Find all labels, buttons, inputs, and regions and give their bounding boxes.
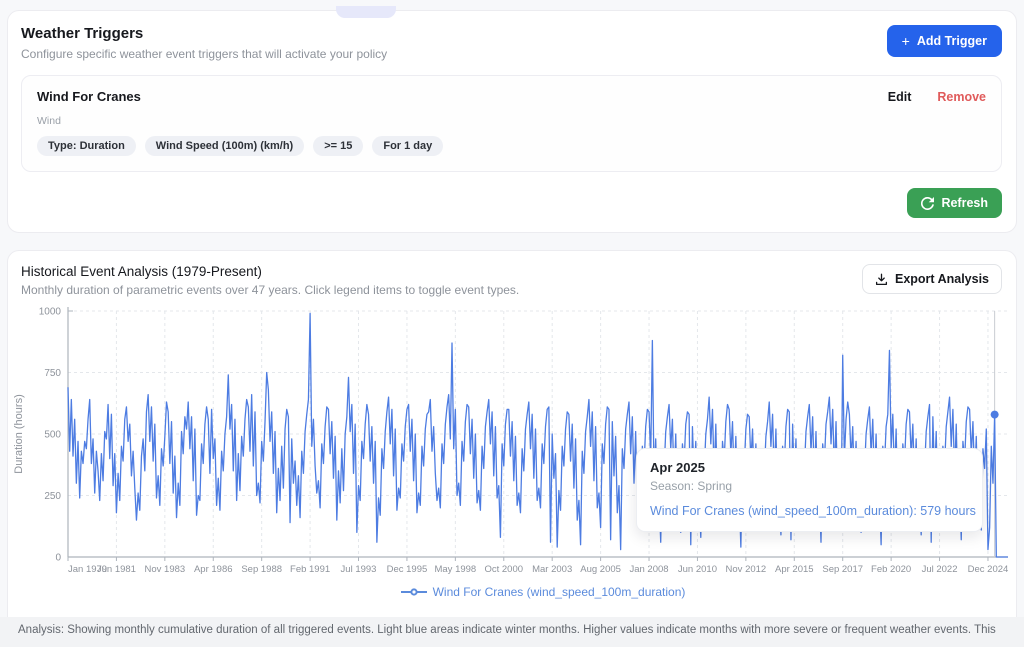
historical-analysis-card: Historical Event Analysis (1979-Present)… xyxy=(7,250,1017,640)
export-analysis-button[interactable]: Export Analysis xyxy=(861,264,1002,294)
weather-triggers-card: Weather Triggers Configure specific weat… xyxy=(7,10,1017,233)
svg-text:Dec 2024: Dec 2024 xyxy=(968,564,1009,575)
add-trigger-button[interactable]: + Add Trigger xyxy=(886,25,1002,57)
svg-text:May 1998: May 1998 xyxy=(434,564,476,575)
svg-text:Jan 2008: Jan 2008 xyxy=(629,564,668,575)
svg-text:Apr 2015: Apr 2015 xyxy=(775,564,814,575)
svg-text:Apr 1986: Apr 1986 xyxy=(194,564,233,575)
legend-label: Wind For Cranes (wind_speed_100m_duratio… xyxy=(432,585,686,599)
trigger-tag: Wind Speed (100m) (km/h) xyxy=(144,136,305,156)
svg-text:1000: 1000 xyxy=(39,307,62,318)
export-analysis-label: Export Analysis xyxy=(894,272,989,286)
weather-policy-page: { "weather_triggers": { "title": "Weathe… xyxy=(0,6,1024,647)
plus-icon: + xyxy=(901,33,910,49)
historical-analysis-header: Historical Event Analysis (1979-Present)… xyxy=(21,264,519,297)
trigger-tag: >= 15 xyxy=(313,136,364,156)
weather-triggers-header: Weather Triggers Configure specific weat… xyxy=(21,25,387,61)
tooltip-series-value: Wind For Cranes (wind_speed_100m_duratio… xyxy=(650,504,976,518)
trigger-name: Wind For Cranes xyxy=(37,89,141,104)
svg-text:Sep 1988: Sep 1988 xyxy=(241,564,282,575)
svg-text:Jun 1981: Jun 1981 xyxy=(97,564,136,575)
trigger-tag: For 1 day xyxy=(372,136,444,156)
analysis-footer-strip: Analysis: Showing monthly cumulative dur… xyxy=(0,617,1024,647)
svg-text:Nov 2012: Nov 2012 xyxy=(726,564,767,575)
svg-text:500: 500 xyxy=(44,430,61,441)
edit-trigger-button[interactable]: Edit xyxy=(887,89,912,104)
svg-text:Feb 2020: Feb 2020 xyxy=(871,564,911,575)
duration-chart[interactable]: 0 250 500 750 1000 Jan 1979 Jun 1981 Nov 1983 Ap… xyxy=(8,305,1016,582)
historical-analysis-title: Historical Event Analysis (1979-Present) xyxy=(21,264,262,279)
trigger-category: Wind xyxy=(37,115,61,127)
svg-text:Sep 2017: Sep 2017 xyxy=(822,564,863,575)
svg-text:Jul 2022: Jul 2022 xyxy=(922,564,958,575)
svg-text:Jul 1993: Jul 1993 xyxy=(341,564,377,575)
refresh-label: Refresh xyxy=(941,196,988,210)
svg-text:Jun 2010: Jun 2010 xyxy=(678,564,717,575)
refresh-icon xyxy=(921,196,935,210)
top-partial-pill[interactable] xyxy=(336,6,396,18)
chart-tooltip: Apr 2025 Season: Spring Wind For Cranes … xyxy=(636,448,983,532)
tooltip-month: Apr 2025 xyxy=(650,460,705,475)
refresh-button[interactable]: Refresh xyxy=(907,188,1002,218)
legend-line-marker-icon xyxy=(400,588,427,596)
weather-triggers-title: Weather Triggers xyxy=(21,25,144,42)
svg-text:Nov 1983: Nov 1983 xyxy=(145,564,186,575)
svg-text:0: 0 xyxy=(55,553,61,564)
svg-text:Aug 2005: Aug 2005 xyxy=(580,564,621,575)
svg-text:750: 750 xyxy=(44,368,61,379)
legend-item-wind-for-cranes[interactable]: Wind For Cranes (wind_speed_100m_duratio… xyxy=(400,585,686,599)
svg-text:Dec 1995: Dec 1995 xyxy=(387,564,428,575)
add-trigger-label: Add Trigger xyxy=(916,34,987,48)
svg-text:Jan 1979: Jan 1979 xyxy=(68,564,107,575)
trigger-tag-row: Type: Duration Wind Speed (100m) (km/h) >=… xyxy=(37,136,986,156)
svg-text:Duration (hours): Duration (hours) xyxy=(13,394,25,473)
weather-triggers-subtitle: Configure specific weather event trigger… xyxy=(21,47,388,61)
svg-text:Mar 2003: Mar 2003 xyxy=(532,564,572,575)
svg-text:Feb 1991: Feb 1991 xyxy=(290,564,330,575)
download-icon xyxy=(875,273,888,285)
svg-text:Oct 2000: Oct 2000 xyxy=(484,564,523,575)
analysis-footer-text: Analysis: Showing monthly cumulative dur… xyxy=(18,624,996,636)
trigger-tag: Type: Duration xyxy=(37,136,136,156)
tooltip-season: Season: Spring xyxy=(650,479,733,493)
svg-text:250: 250 xyxy=(44,491,61,502)
historical-analysis-subtitle: Monthly duration of parametric events ov… xyxy=(21,283,520,297)
remove-trigger-button[interactable]: Remove xyxy=(937,89,986,104)
trigger-item-card: Wind For Cranes Edit Remove Wind Type: D… xyxy=(21,75,1002,172)
